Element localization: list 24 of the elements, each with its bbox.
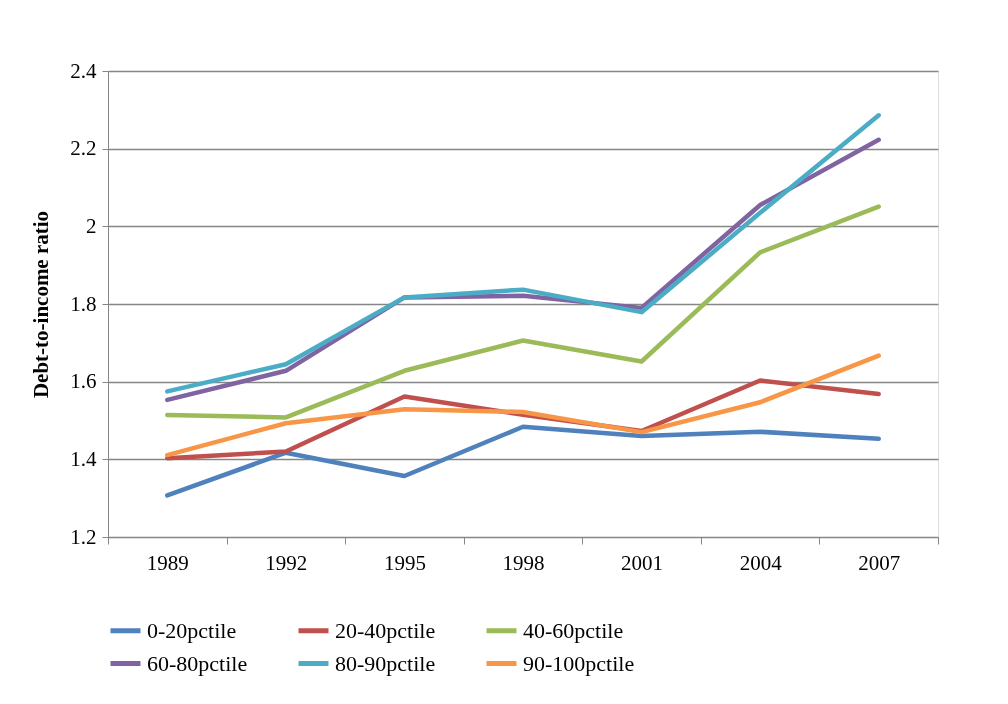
y-tick-label: 2.2 bbox=[70, 136, 97, 161]
y-tick-label: 1.6 bbox=[70, 369, 97, 394]
line-series bbox=[165, 424, 881, 498]
x-tick-label: 1998 bbox=[502, 550, 545, 575]
y-tick-label: 2 bbox=[86, 213, 97, 238]
legend-label: 40-60pctile bbox=[523, 617, 624, 643]
y-tick-label: 1.8 bbox=[70, 291, 97, 316]
legend-label: 20-40pctile bbox=[335, 617, 436, 643]
legend-label: 0-20pctile bbox=[147, 617, 237, 643]
legend-label: 60-80pctile bbox=[147, 650, 248, 676]
x-tick-label: 1995 bbox=[383, 550, 426, 575]
legend-label: 80-90pctile bbox=[335, 650, 436, 676]
line-series bbox=[165, 204, 881, 420]
y-tick-label: 2.4 bbox=[70, 58, 97, 83]
y-axis-title: Debt-to-income ratio bbox=[29, 210, 54, 399]
y-tick-label: 1.2 bbox=[70, 524, 97, 549]
x-tick-label: 2004 bbox=[739, 550, 783, 575]
line-series bbox=[165, 353, 881, 458]
x-tick-label: 1992 bbox=[265, 550, 308, 575]
x-tick-label: 1989 bbox=[146, 550, 189, 575]
x-tick-label: 2007 bbox=[858, 550, 901, 575]
y-tick-label: 1.4 bbox=[70, 446, 97, 471]
x-tick-label: 2001 bbox=[621, 550, 664, 575]
legend-label: 90-100pctile bbox=[523, 650, 635, 676]
